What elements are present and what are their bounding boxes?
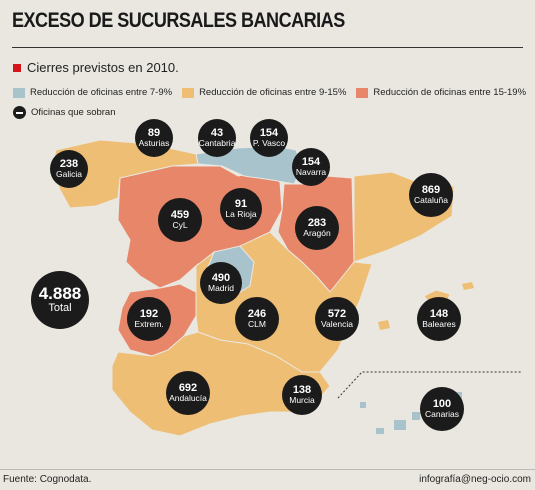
legend-item-low: Reducción de oficinas entre 7-9% [13,87,172,98]
bubble-andalucia: 692 Andalucía [166,371,210,415]
legend-item-bubble: Oficinas que sobran [13,106,116,119]
bubble-label: Galicia [56,169,82,180]
footer-divider [0,469,535,470]
bubble-value: 490 [211,271,231,284]
page-title: EXCESO DE SUCURSALES BANCARIAS [12,9,345,32]
bubble-pvasco: 154 P. Vasco [250,119,288,157]
bubble-value: 138 [292,383,312,396]
bubble-label: La Rioja [225,209,257,220]
bubble-label: Valencia [321,319,353,330]
bubble-label: Aragón [303,228,331,239]
bubble-aragon: 283 Aragón [295,206,339,250]
bubble-label: CyL [172,220,188,231]
legend-item-high: Reducción de oficinas entre 15-19% [356,87,526,98]
legend-swatch-mid [182,87,195,98]
bubble-value: 283 [307,216,327,229]
bubble-value: 43 [210,126,224,139]
bubble-value: 459 [170,208,190,221]
bubble-madrid: 490 Madrid [200,262,242,304]
bubble-label: Baleares [422,319,456,330]
bubble-label: Asturias [138,138,170,149]
bubble-label: Canarias [424,409,460,420]
total-label: Total [48,302,72,315]
legend-label-low: Reducción de oficinas entre 7-9% [30,87,173,98]
total-value: 4.888 [38,284,82,304]
bubble-label: Murcia [289,395,315,406]
bubble-value: 572 [327,307,347,320]
bubble-label: P. Vasco [252,138,286,149]
credit-note: infografía@neg-ocio.com [419,474,531,485]
legend-label-mid: Reducción de oficinas entre 9-15% [199,87,347,98]
bubble-cyl: 459 CyL [158,198,202,242]
region-shape-ibiza [378,320,390,330]
bubble-label: Cantabria [198,138,236,149]
title-divider [12,47,523,48]
bubble-value: 91 [234,197,248,210]
bubble-value: 154 [301,155,321,168]
bubble-navarra: 154 Navarra [292,148,330,186]
subtitle: Cierres previstos en 2010. [13,60,179,75]
bubble-baleares: 148 Baleares [417,297,461,341]
bubble-label: Extrem. [134,319,164,330]
bubble-larioja: 91 La Rioja [220,188,262,230]
bubble-label: Navarra [295,167,327,178]
legend-label-bubble: Oficinas que sobran [31,107,116,118]
bubble-label: Cataluña [413,195,449,206]
bubble-murcia: 138 Murcia [282,375,322,415]
bubble-value: 148 [429,307,449,320]
legend: Reducción de oficinas entre 7-9% Reducci… [13,87,526,98]
total-bubble: 4.888 Total [31,271,89,329]
bubble-value: 100 [432,397,452,410]
bubble-canarias: 100 Canarias [420,387,464,431]
legend-label-high: Reducción de oficinas entre 15-19% [373,87,527,98]
legend-item-mid: Reducción de oficinas entre 9-15% [182,87,346,98]
source-note: Fuente: Cognodata. [3,474,92,485]
legend-swatch-low [13,87,25,98]
bubble-clm: 246 CLM [235,297,279,341]
bubble-label: Madrid [208,283,234,294]
bubble-label: Andalucía [169,393,207,404]
region-shape-andalucia-murcia [111,331,331,437]
bubble-value: 692 [178,381,198,394]
region-shape-menorca [462,282,474,290]
bubble-cantabria: 43 Cantabria [198,119,236,157]
bubble-minus-icon [13,106,26,119]
bubble-value: 154 [259,126,279,139]
bubble-cataluna: 869 Cataluña [409,173,453,217]
bubble-value: 246 [247,307,267,320]
bubble-value: 238 [59,157,79,170]
bubble-value: 89 [147,126,161,139]
bubble-valencia: 572 Valencia [315,297,359,341]
bubble-value: 869 [421,183,441,196]
bubble-label: CLM [248,319,266,330]
legend-swatch-high [356,87,369,98]
bubble-extremadura: 192 Extrem. [127,297,171,341]
bubble-galicia: 238 Galicia [50,150,88,188]
bubble-asturias: 89 Asturias [135,119,173,157]
bubble-value: 192 [139,307,159,320]
accent-square-icon [13,63,21,72]
subtitle-text: Cierres previstos en 2010. [27,60,179,75]
